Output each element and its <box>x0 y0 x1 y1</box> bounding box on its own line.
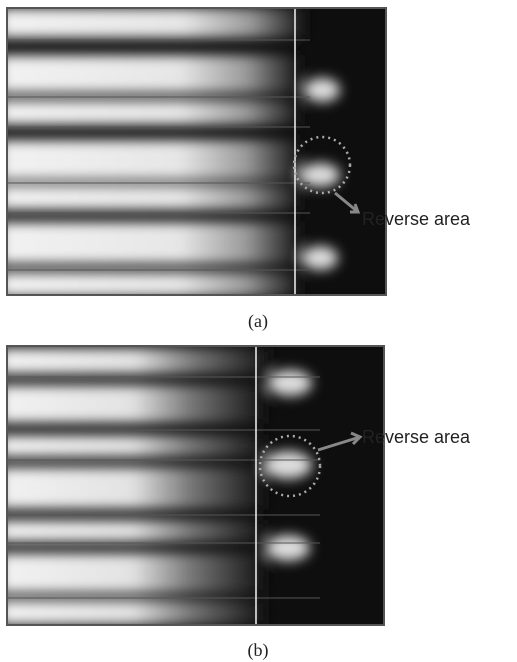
caption: (b) <box>248 640 269 661</box>
annotation: Reverse area <box>362 427 471 447</box>
caption: (a) <box>248 311 268 332</box>
panel-a <box>0 8 386 297</box>
panel-b <box>0 346 384 625</box>
figure: Reverse area (a) Reverse area (b) <box>0 0 517 662</box>
annotation: Reverse area <box>362 209 471 229</box>
